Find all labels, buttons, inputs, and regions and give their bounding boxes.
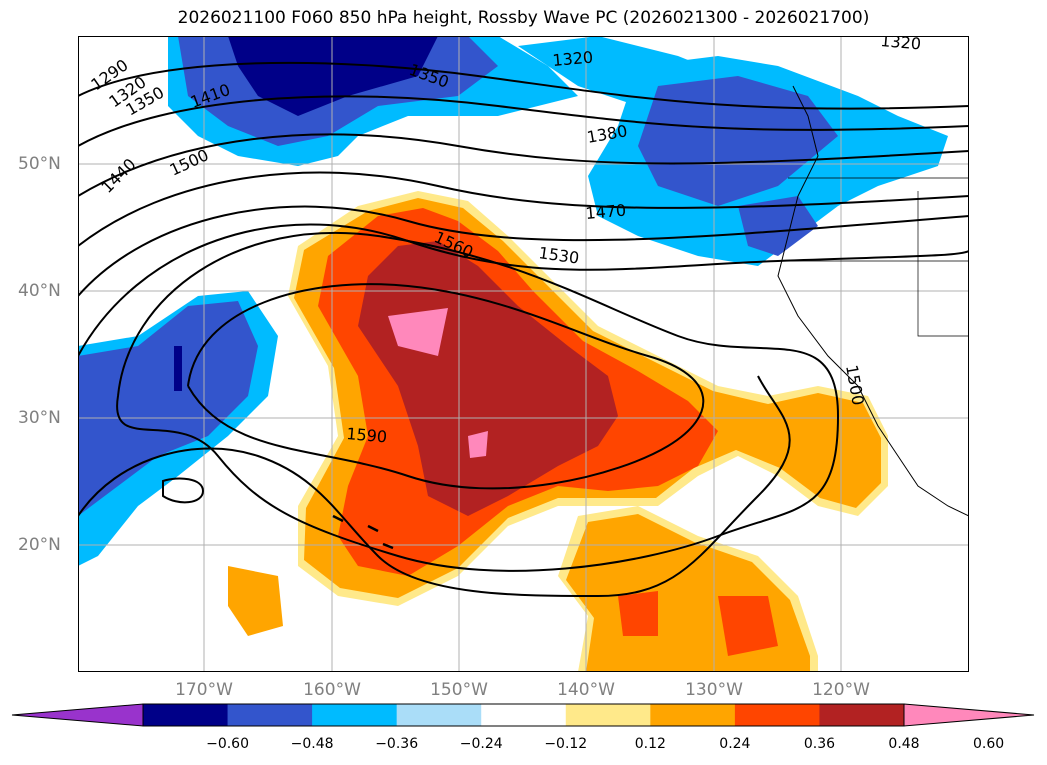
lon-label: 120°W xyxy=(812,680,870,700)
colorbar-tick-label: −0.48 xyxy=(290,736,334,752)
colorbar-segment xyxy=(734,704,820,726)
positive-anomaly-fill xyxy=(228,191,888,672)
colorbar-segment xyxy=(819,704,905,726)
colorbar-tick-label: 0.12 xyxy=(634,736,666,752)
colorbar-extension-high xyxy=(903,703,1035,727)
state-borders xyxy=(783,177,969,337)
colorbar-segment xyxy=(481,704,567,726)
lon-label: 140°W xyxy=(557,680,615,700)
map-frame xyxy=(78,36,969,672)
lon-label: 160°W xyxy=(303,680,361,700)
colorbar-segment xyxy=(143,704,229,726)
coastline xyxy=(777,85,969,517)
colorbar-tick-label: 0.36 xyxy=(803,736,836,752)
colorbar-frame xyxy=(142,703,905,727)
hawaii-islands xyxy=(332,514,394,550)
colorbar-tick-label: −0.12 xyxy=(544,736,588,752)
colorbar-segment xyxy=(227,704,313,726)
colorbar-segment xyxy=(650,704,736,726)
lat-label: 40°N xyxy=(18,281,61,301)
colorbar-segments xyxy=(11,703,1035,727)
colorbar xyxy=(11,703,1035,727)
map-title: 2026021100 F060 850 hPa height, Rossby W… xyxy=(177,8,870,28)
contour-label: 1590 xyxy=(346,424,388,446)
lon-label: 130°W xyxy=(685,680,743,700)
lon-label: 170°W xyxy=(175,680,233,700)
colorbar-segment xyxy=(312,704,398,726)
lat-label: 50°N xyxy=(18,154,61,174)
contour-label: 1320 xyxy=(880,36,922,54)
colorbar-tick-label: 0.24 xyxy=(719,736,751,752)
colorbar-segment xyxy=(565,704,651,726)
colorbar-segment xyxy=(396,704,482,726)
lat-label: 20°N xyxy=(18,535,61,555)
colorbar-tick-label: −0.60 xyxy=(206,736,249,752)
colorbar-tick-label: 0.48 xyxy=(888,736,920,752)
contour-label: 1470 xyxy=(585,201,627,223)
contour-label: 1320 xyxy=(552,48,594,70)
colorbar-extension-low xyxy=(11,703,144,727)
colorbar-tick-label: 0.60 xyxy=(972,736,1005,752)
colorbar-tick-label: −0.36 xyxy=(375,736,419,752)
colorbar-tick-label: −0.24 xyxy=(459,736,503,752)
lon-label: 150°W xyxy=(430,680,488,700)
map-panel: 1290 1320 1350 1410 1440 1500 1560 1530 … xyxy=(78,36,969,672)
lat-label: 30°N xyxy=(18,408,61,428)
height-contours xyxy=(78,61,969,598)
